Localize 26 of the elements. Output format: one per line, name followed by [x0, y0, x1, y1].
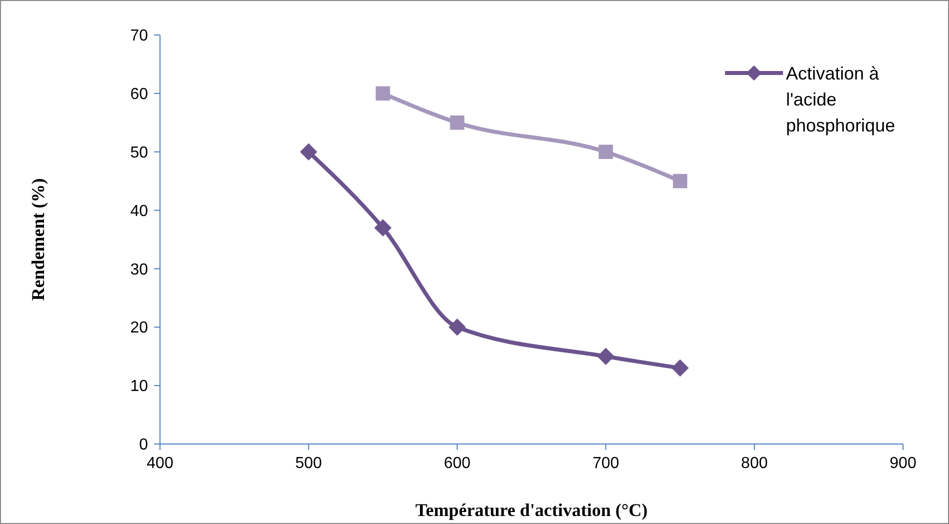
point — [671, 359, 689, 377]
point — [597, 348, 614, 365]
point — [450, 116, 464, 130]
x-tick-label: 900 — [890, 455, 916, 472]
y-tick-label: 50 — [130, 144, 148, 162]
point — [300, 143, 318, 160]
y-axis-title: Rendement (%) — [28, 178, 48, 301]
x-axis-title: Température d'activation (°C) — [415, 500, 648, 520]
y-tick-label: 0 — [139, 436, 148, 454]
legend-label: Activation à l'acide phosphorique — [786, 63, 896, 136]
point — [672, 174, 688, 188]
y-tick-label: 40 — [130, 202, 148, 220]
x-tick-label: 600 — [444, 455, 471, 472]
y-tick-label: 70 — [130, 28, 148, 45]
x-tick-label: 700 — [592, 455, 620, 472]
x-tick-label: 400 — [146, 455, 174, 472]
y-tick-label: 10 — [130, 378, 148, 396]
x-tick-label: 500 — [295, 455, 322, 472]
y-tick-label: 30 — [130, 261, 148, 278]
y-tick-label: 20 — [130, 320, 148, 337]
x-tick-label: 800 — [741, 455, 768, 472]
y-tick-label: 60 — [130, 86, 148, 104]
point — [376, 86, 390, 101]
point — [448, 318, 466, 336]
point — [598, 144, 613, 159]
point — [374, 219, 392, 236]
